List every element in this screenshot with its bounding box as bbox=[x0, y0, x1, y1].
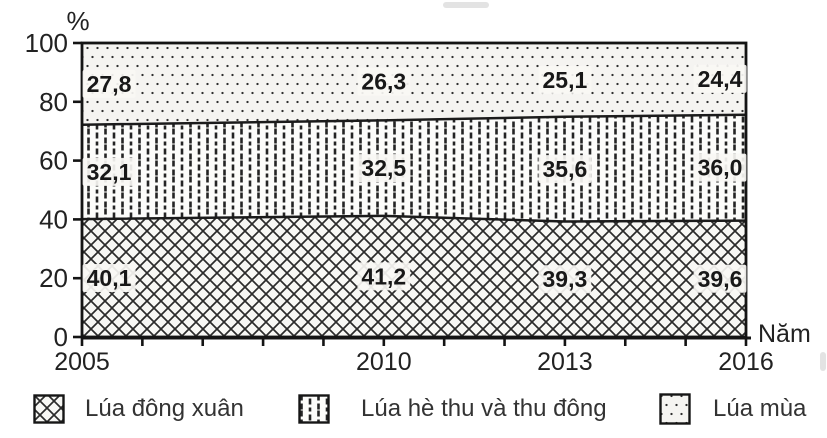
legend-swatch-vertical-dashes bbox=[298, 394, 330, 424]
value-label: 25,1 bbox=[543, 67, 588, 93]
value-label: 32,1 bbox=[87, 159, 132, 185]
area-series-2 bbox=[82, 43, 746, 125]
legend-swatch-dots bbox=[659, 393, 691, 425]
legend-item-lua-he-thu: Lúa hè thu và thu đông bbox=[298, 391, 607, 427]
band-boundary-line bbox=[81, 214, 747, 223]
value-label: 24,4 bbox=[698, 66, 743, 92]
value-label: 40,1 bbox=[87, 265, 132, 291]
x-tick-label: 2013 bbox=[537, 348, 593, 376]
scan-artifact bbox=[820, 352, 826, 371]
legend-swatch-crosshatch bbox=[33, 394, 65, 424]
legend-label-lua-he-thu: Lúa hè thu và thu đông bbox=[361, 395, 607, 422]
value-label-halo bbox=[82, 69, 136, 98]
area-series-1 bbox=[82, 114, 746, 222]
y-tick-label: 0 bbox=[54, 322, 68, 352]
scan-artifact bbox=[443, 2, 489, 8]
legend: Lúa đông xuân Lúa hè thu và thu đông Lúa… bbox=[0, 391, 827, 431]
value-label-halo bbox=[693, 264, 747, 293]
legend-label-lua-dong-xuan: Lúa đông xuân bbox=[85, 395, 244, 422]
value-label-halo bbox=[82, 264, 136, 293]
value-label: 35,6 bbox=[543, 156, 588, 182]
chart-canvas: 0 20 40 60 80 100 2005 2010 2013 2016% Năm 40,1 41,2… bbox=[25, 6, 811, 376]
value-label: 39,6 bbox=[698, 266, 743, 292]
value-label: 36,0 bbox=[698, 155, 743, 181]
value-label-halo bbox=[357, 67, 411, 96]
value-label-halo bbox=[693, 64, 747, 93]
y-axis-unit-label: % bbox=[66, 6, 89, 36]
value-label: 41,2 bbox=[361, 263, 406, 289]
legend-label-lua-mua: Lúa mùa bbox=[713, 395, 807, 422]
y-tick-label: 40 bbox=[39, 204, 68, 234]
value-label-halo bbox=[693, 153, 747, 182]
x-tick-label: 2016 bbox=[718, 348, 774, 376]
y-tick-label: 100 bbox=[25, 28, 68, 58]
value-label: 27,8 bbox=[87, 71, 132, 97]
x-tick-label: 2005 bbox=[54, 348, 110, 376]
value-label: 39,3 bbox=[543, 266, 588, 292]
value-label-halo bbox=[357, 262, 411, 291]
legend-item-lua-mua: Lúa mùa bbox=[659, 391, 806, 427]
value-label: 26,3 bbox=[361, 69, 406, 95]
value-label-halo bbox=[538, 265, 592, 294]
legend-item-lua-dong-xuan: Lúa đông xuân bbox=[33, 391, 244, 427]
band-boundary-line bbox=[81, 113, 747, 126]
value-label-halo bbox=[538, 65, 592, 94]
x-axis-unit-label: Năm bbox=[758, 320, 811, 348]
value-label: 32,5 bbox=[361, 155, 406, 181]
y-tick-label: 80 bbox=[39, 87, 68, 117]
value-label-halo bbox=[538, 155, 592, 184]
value-label-halo bbox=[357, 154, 411, 183]
area-series-0 bbox=[82, 215, 746, 337]
x-tick-label: 2010 bbox=[356, 348, 412, 376]
value-label-halo bbox=[82, 157, 136, 186]
y-tick-label: 20 bbox=[39, 263, 68, 293]
y-tick-label: 60 bbox=[39, 146, 68, 176]
